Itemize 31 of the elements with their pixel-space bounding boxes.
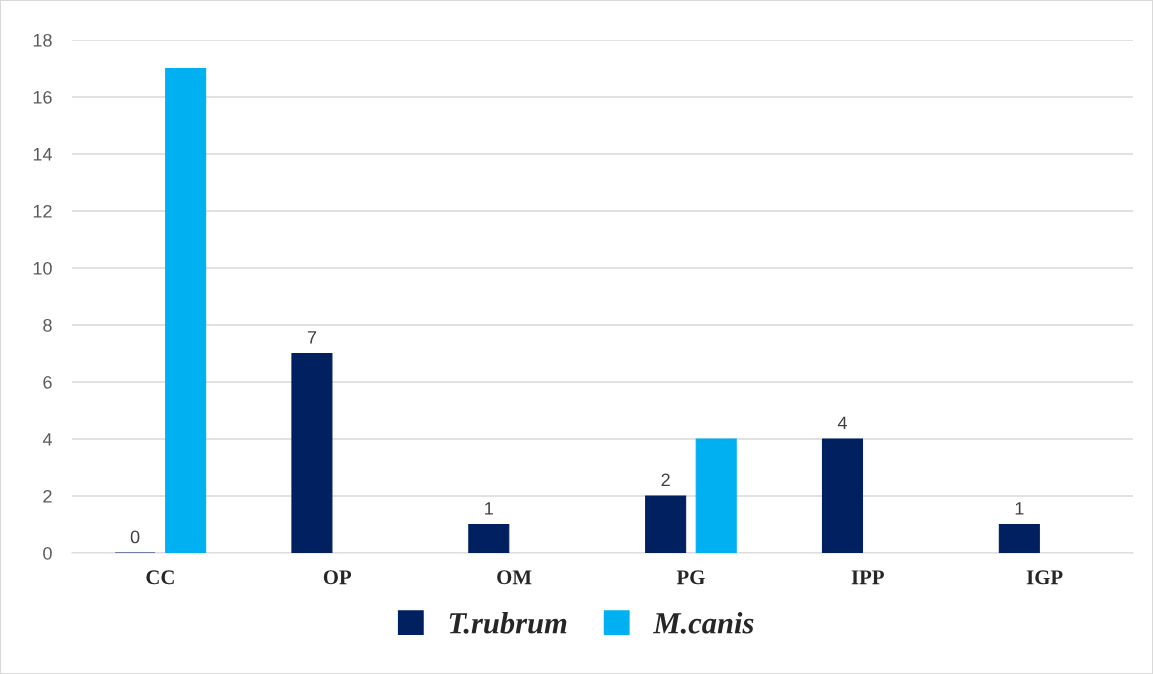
- x-tick-label: OM: [497, 570, 532, 585]
- y-tick-label: 0: [43, 546, 52, 560]
- x-tick-label: IPP: [851, 570, 884, 585]
- y-tick-label: 14: [33, 148, 52, 161]
- y-tick-label: 16: [33, 90, 52, 104]
- data-label: 0: [130, 530, 140, 544]
- y-tick-label: 8: [43, 318, 52, 332]
- y-tick-label: 12: [33, 204, 52, 218]
- bar: [695, 438, 737, 554]
- data-label: 4: [837, 416, 847, 430]
- y-tick-label: 6: [43, 375, 52, 389]
- legend-label: T.rubrum: [449, 612, 567, 634]
- bar: [998, 523, 1040, 554]
- data-label: 7: [307, 331, 317, 344]
- data-label: 1: [485, 502, 493, 515]
- x-tick-label: OP: [323, 570, 352, 585]
- y-tick-label: 18: [33, 33, 52, 47]
- legend-label: M.canis: [652, 612, 754, 634]
- bar: [821, 438, 864, 554]
- data-label: 2: [661, 473, 670, 487]
- x-tick-label: PG: [676, 570, 705, 585]
- x-tick-label: IGP: [1026, 570, 1063, 585]
- bar: [291, 352, 333, 554]
- y-tick-label: 10: [33, 261, 52, 275]
- bar: [165, 67, 207, 554]
- x-tick-label: CC: [146, 570, 174, 585]
- bar: [468, 523, 510, 554]
- y-tick-label: 4: [42, 433, 52, 446]
- y-tick-label: 2: [43, 489, 52, 503]
- data-label: 1: [1015, 502, 1024, 515]
- bar: [645, 495, 687, 554]
